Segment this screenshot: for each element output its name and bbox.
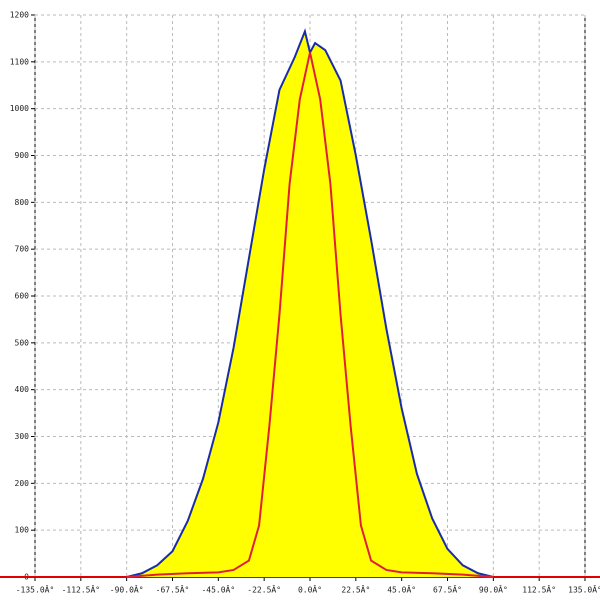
x-tick-label: 90.0Â° xyxy=(479,584,508,595)
y-tick-label: 1200 xyxy=(10,11,29,20)
x-tick-label: 135.0Â° xyxy=(568,584,600,595)
y-tick-label: 900 xyxy=(15,151,30,160)
x-tick-label: -22.5Â° xyxy=(247,584,281,595)
y-tick-label: 100 xyxy=(15,526,30,535)
x-tick-label: -45.0Â° xyxy=(201,584,235,595)
x-tick-label: 22.5Â° xyxy=(341,584,370,595)
series-line xyxy=(126,52,494,578)
y-tick-label: 600 xyxy=(15,292,30,301)
y-tick-label: 500 xyxy=(15,338,30,347)
x-tick-label: -67.5Â° xyxy=(156,584,190,595)
x-tick-label: -135.0Â° xyxy=(16,584,55,595)
x-tick-label: 45.0Â° xyxy=(387,584,416,595)
y-tick-label: 800 xyxy=(15,198,30,207)
y-tick-label: 700 xyxy=(15,245,30,254)
x-tick-label: 112.5Â° xyxy=(522,584,556,595)
y-tick-label: 1000 xyxy=(10,104,29,113)
x-tick-label: 67.5Â° xyxy=(433,584,462,595)
x-tick-label: -90.0Â° xyxy=(110,584,144,595)
y-tick-label: 400 xyxy=(15,385,30,394)
x-tick-label: -112.5Â° xyxy=(62,584,101,595)
area-fill xyxy=(126,31,494,578)
y-tick-label: 300 xyxy=(15,432,30,441)
x-tick-label: 0.0Â° xyxy=(298,584,322,595)
y-tick-label: 200 xyxy=(15,479,30,488)
y-tick-label: 1100 xyxy=(10,57,29,66)
